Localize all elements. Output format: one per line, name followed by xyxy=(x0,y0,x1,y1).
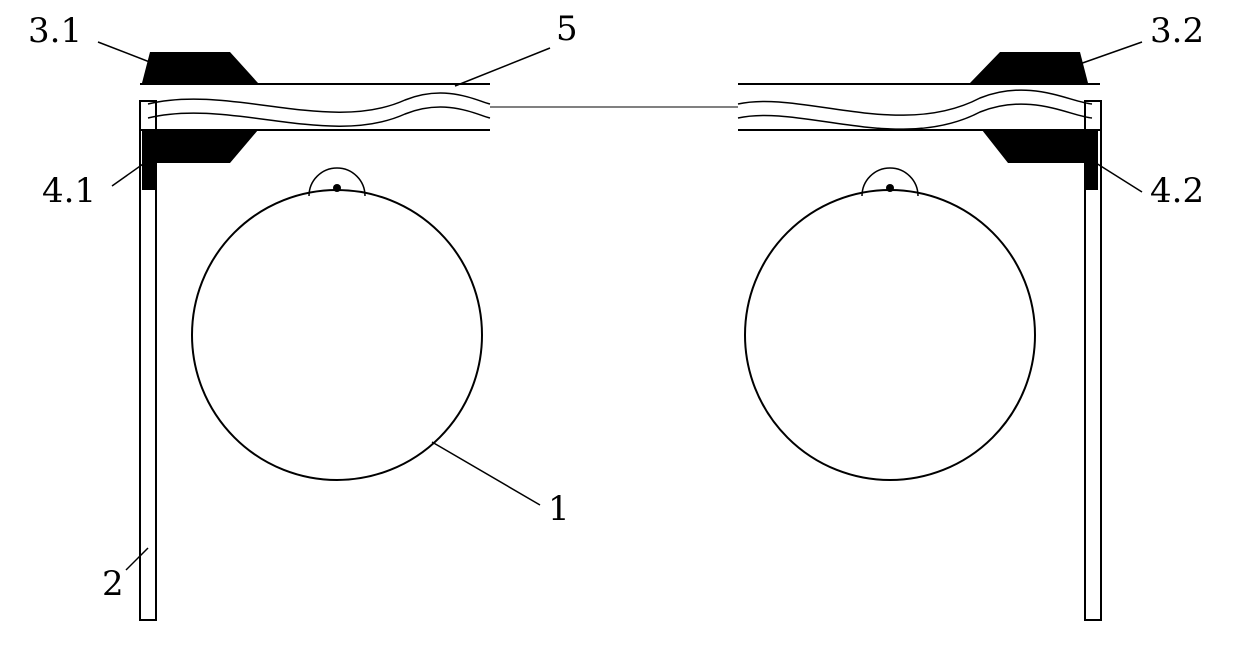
wedge-4-2 xyxy=(982,130,1098,190)
leader-l2 xyxy=(126,548,148,570)
label-l42: 4.2 xyxy=(1150,171,1204,211)
circle-dot-right xyxy=(886,184,894,192)
beam-wave-bottom-right xyxy=(738,104,1092,129)
label-l32: 3.2 xyxy=(1150,11,1204,51)
beam-wave-top-right xyxy=(738,90,1092,115)
label-l5: 5 xyxy=(556,9,578,49)
beam-right xyxy=(738,84,1100,130)
beam-wave-bottom-left xyxy=(148,107,490,126)
circle-right xyxy=(745,168,1035,480)
wedge-4-1 xyxy=(142,130,258,190)
wedge-3-1 xyxy=(142,52,258,83)
beam-left xyxy=(140,84,490,130)
leader-l32 xyxy=(1074,42,1142,66)
wedge-3-2 xyxy=(970,52,1088,83)
circle-dot-left xyxy=(333,184,341,192)
label-l41: 4.1 xyxy=(42,171,96,211)
leader-l5 xyxy=(455,48,550,86)
beam-wave-top-left xyxy=(148,93,490,112)
label-l31: 3.1 xyxy=(28,11,82,51)
leader-l1 xyxy=(432,442,540,505)
label-l2: 2 xyxy=(102,564,124,604)
label-l1: 1 xyxy=(548,489,570,529)
circle-left xyxy=(192,168,482,480)
